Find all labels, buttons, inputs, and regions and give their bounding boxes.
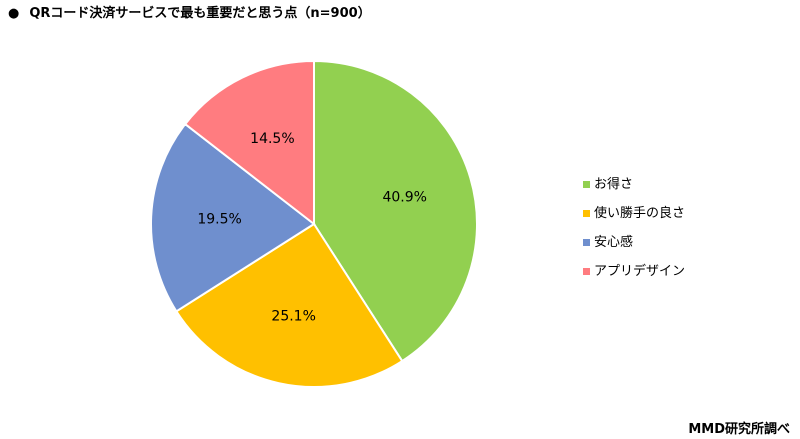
legend-item: 使い勝手の良さ bbox=[583, 199, 685, 228]
legend-swatch bbox=[583, 268, 590, 275]
pie-slice-1 bbox=[174, 222, 404, 388]
slice-value-label: 19.5% bbox=[197, 212, 241, 228]
legend: お得さ使い勝手の良さ 安心感アプリデザイン bbox=[583, 170, 685, 286]
legend-label: 安心感 bbox=[594, 235, 634, 250]
source-credit: MMD研究所調べ bbox=[688, 422, 790, 437]
legend-label: お得さ bbox=[594, 177, 634, 192]
chart-title: ● QRコード決済サービスで最も重要だと思う点（n=900） bbox=[8, 2, 371, 21]
legend-label: アプリデザイン bbox=[594, 264, 686, 279]
title-bullet: ● bbox=[8, 6, 20, 21]
slice-value-label: 14.5% bbox=[250, 131, 294, 147]
slice-value-label: 40.9% bbox=[382, 189, 426, 205]
pie-slice-3 bbox=[183, 59, 315, 227]
legend-item: 安心感 bbox=[583, 228, 685, 257]
title-text: QRコード決済サービスで最も重要だと思う点（n=900） bbox=[29, 6, 371, 21]
legend-swatch bbox=[583, 239, 590, 246]
legend-swatch bbox=[583, 210, 590, 217]
pie-slice-2 bbox=[150, 122, 316, 313]
slice-value-label: 25.1% bbox=[271, 308, 315, 324]
legend-item: お得さ bbox=[583, 170, 685, 199]
legend-label: 使い勝手の良さ bbox=[594, 206, 686, 221]
legend-item: アプリデザイン bbox=[583, 257, 685, 286]
legend-swatch bbox=[583, 181, 590, 188]
